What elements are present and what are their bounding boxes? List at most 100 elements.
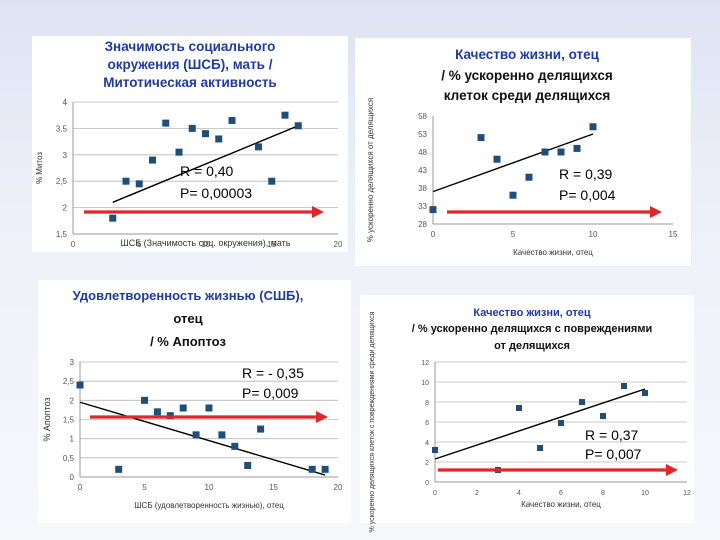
y-tick-label: 1 <box>70 435 75 444</box>
y-tick-label: 48 <box>418 148 427 157</box>
x-tick-label: 8 <box>601 490 605 497</box>
x-tick-label: 6 <box>559 490 563 497</box>
stat-p-value: P= 0,00003 <box>180 185 252 201</box>
data-point <box>228 116 236 124</box>
data-point <box>509 191 517 199</box>
stat-p-value: P= 0,009 <box>242 385 299 401</box>
data-point <box>621 383 627 389</box>
data-point <box>192 431 200 439</box>
y-tick-label: 2,5 <box>63 377 75 386</box>
data-point <box>188 124 196 132</box>
y-tick-label: 2 <box>425 460 429 467</box>
chart-title-line: Качество жизни, отец <box>455 47 600 62</box>
chart-title-line: Значимость социального <box>105 39 276 54</box>
chart-panel-1: Значимость социального окружения (ШСБ), м… <box>32 36 348 252</box>
data-point <box>122 177 130 185</box>
y-axis-label: % Митоз <box>35 152 44 184</box>
data-point <box>477 134 485 142</box>
x-tick-label: 5 <box>511 230 516 239</box>
data-point <box>135 180 143 188</box>
trend-line <box>434 388 646 460</box>
trend-line <box>432 133 594 193</box>
y-tick-label: 3,5 <box>56 124 68 133</box>
data-point <box>573 144 581 152</box>
data-point <box>642 390 648 396</box>
x-tick-label: 20 <box>334 240 343 249</box>
chart-1: Значимость социального окружения (ШСБ), м… <box>35 39 343 249</box>
data-point <box>255 143 262 151</box>
data-point <box>76 381 84 389</box>
data-point <box>579 399 585 405</box>
y-tick-label: 12 <box>421 360 429 367</box>
data-point <box>179 404 187 412</box>
stat-r-value: R = 0,37 <box>585 427 639 443</box>
data-point <box>175 148 183 156</box>
x-axis-label: ШСБ (удовлетворенность жизнью), отец <box>134 501 284 510</box>
x-tick-label: 5 <box>142 483 147 492</box>
y-tick-label: 2 <box>63 204 68 213</box>
y-tick-label: 8 <box>425 400 429 407</box>
chart-panel-2: Качество жизни, отец / % ускоренно делящи… <box>355 38 691 266</box>
data-point <box>153 408 161 416</box>
x-tick-label: 2 <box>475 490 479 497</box>
stat-r-value: R = - 0,35 <box>242 365 304 381</box>
data-point <box>257 425 265 433</box>
chart-3: Удовлетворенность жизнью (СШБ), отец / % А… <box>42 288 343 510</box>
x-tick-label: 10 <box>201 240 210 249</box>
chart-title-line: / % Апоптоз <box>150 334 226 349</box>
y-tick-label: 53 <box>418 130 427 139</box>
data-point <box>231 442 239 450</box>
y-tick-label: 1,5 <box>63 416 75 425</box>
x-tick-label: 0 <box>431 230 436 239</box>
y-tick-label: 0 <box>70 473 75 482</box>
x-axis-label: Качество жизни, отец <box>521 500 601 509</box>
y-axis-label: % ускоренно делящихся клеток с поврежден… <box>369 311 376 532</box>
x-tick-label: 10 <box>641 490 649 497</box>
chart-title-line: от делящихся <box>494 340 570 352</box>
y-tick-label: 3 <box>70 358 75 367</box>
data-point <box>589 123 597 131</box>
data-point <box>525 173 533 181</box>
y-tick-label: 38 <box>418 184 427 193</box>
y-tick-label: 4 <box>63 98 68 107</box>
data-point <box>321 465 329 473</box>
data-point <box>244 462 252 469</box>
x-tick-label: 15 <box>269 483 278 492</box>
y-tick-label: 43 <box>418 166 427 175</box>
chart-title-line: отец <box>173 311 202 326</box>
chart-4: Качество жизни, отец / % ускоренно делящи… <box>369 307 691 532</box>
data-point <box>202 130 209 138</box>
data-point <box>516 405 522 411</box>
data-point <box>557 148 565 156</box>
x-tick-label: 15 <box>669 230 678 239</box>
stat-r-value: R = 0,39 <box>559 166 613 182</box>
data-point <box>558 420 564 426</box>
chart-2: Качество жизни, отец / % ускоренно делящи… <box>366 47 678 257</box>
x-tick-label: 10 <box>205 483 214 492</box>
y-tick-label: 28 <box>418 220 427 229</box>
data-point <box>429 206 437 214</box>
data-point <box>537 445 543 451</box>
chart-title-line: Митотическая активность <box>103 75 276 90</box>
chart-title-line: окружения (ШСБ), мать / <box>108 57 273 72</box>
chart-title-line: клеток среди делящихся <box>444 88 611 103</box>
y-tick-label: 1,5 <box>56 230 68 239</box>
x-tick-label: 15 <box>267 240 276 249</box>
data-point <box>141 396 148 404</box>
chart-title-line: / % ускоренно делящихся с повреждениями <box>412 323 653 335</box>
data-point <box>109 214 117 222</box>
red-arrow-head <box>650 206 662 218</box>
x-tick-label: 4 <box>517 490 521 497</box>
data-point <box>205 404 213 412</box>
y-tick-label: 10 <box>421 380 429 387</box>
data-point <box>294 122 302 130</box>
stat-r-value: R = 0,40 <box>180 163 234 179</box>
stat-p-value: P= 0,007 <box>585 446 642 462</box>
trend-line <box>79 401 326 476</box>
data-point <box>162 119 170 127</box>
data-point <box>115 465 123 473</box>
x-tick-label: 5 <box>137 240 142 249</box>
data-point <box>218 431 226 439</box>
data-point <box>215 135 223 143</box>
chart-title-line: / % ускоренно делящихся <box>441 68 613 83</box>
